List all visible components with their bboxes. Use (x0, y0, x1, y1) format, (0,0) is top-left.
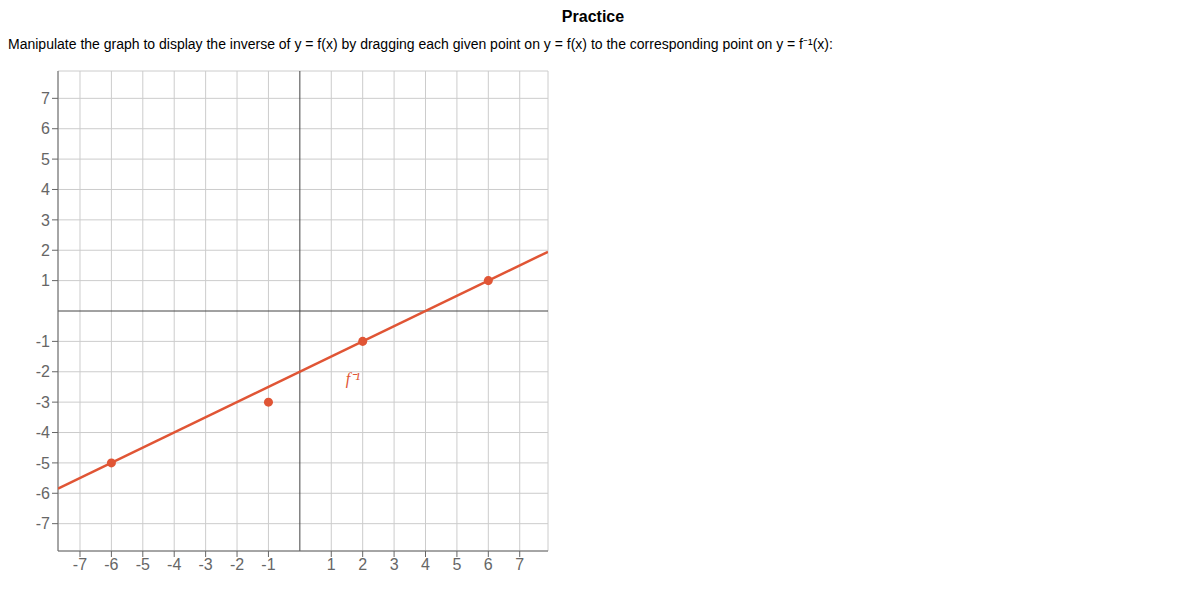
svg-text:f⁻¹: f⁻¹ (346, 370, 360, 388)
svg-text:5: 5 (41, 151, 50, 168)
svg-text:1: 1 (327, 556, 336, 573)
html-text:Manipulate the graph to displa: Manipulate the graph to display the inve… (8, 36, 833, 52)
svg-text:-1: -1 (36, 333, 50, 350)
svg-text:-4: -4 (167, 556, 181, 573)
svg-text:2: 2 (358, 556, 367, 573)
svg-text:-5: -5 (136, 556, 150, 573)
svg-text:-6: -6 (36, 485, 50, 502)
svg-text:-2: -2 (36, 363, 50, 380)
svg-text:-5: -5 (36, 455, 50, 472)
svg-text:-3: -3 (199, 556, 213, 573)
svg-text:5: 5 (452, 556, 461, 573)
svg-text:-2: -2 (230, 556, 244, 573)
svg-text:1: 1 (41, 272, 50, 289)
svg-text:-6: -6 (104, 556, 118, 573)
svg-text:4: 4 (41, 181, 50, 198)
svg-text:7: 7 (41, 90, 50, 107)
svg-text:7: 7 (515, 556, 524, 573)
svg-text:-3: -3 (36, 394, 50, 411)
html-text:Practice: Practice (561, 8, 625, 25)
svg-text:3: 3 (41, 212, 50, 229)
svg-text:2: 2 (41, 242, 50, 259)
svg-text:-7: -7 (36, 515, 50, 532)
svg-text:-1: -1 (261, 556, 275, 573)
svg-text:3: 3 (390, 556, 399, 573)
svg-text:6: 6 (41, 120, 50, 137)
svg-text:-7: -7 (73, 556, 87, 573)
svg-text:-4: -4 (36, 424, 50, 441)
svg-text:4: 4 (421, 556, 430, 573)
svg-text:6: 6 (484, 556, 493, 573)
